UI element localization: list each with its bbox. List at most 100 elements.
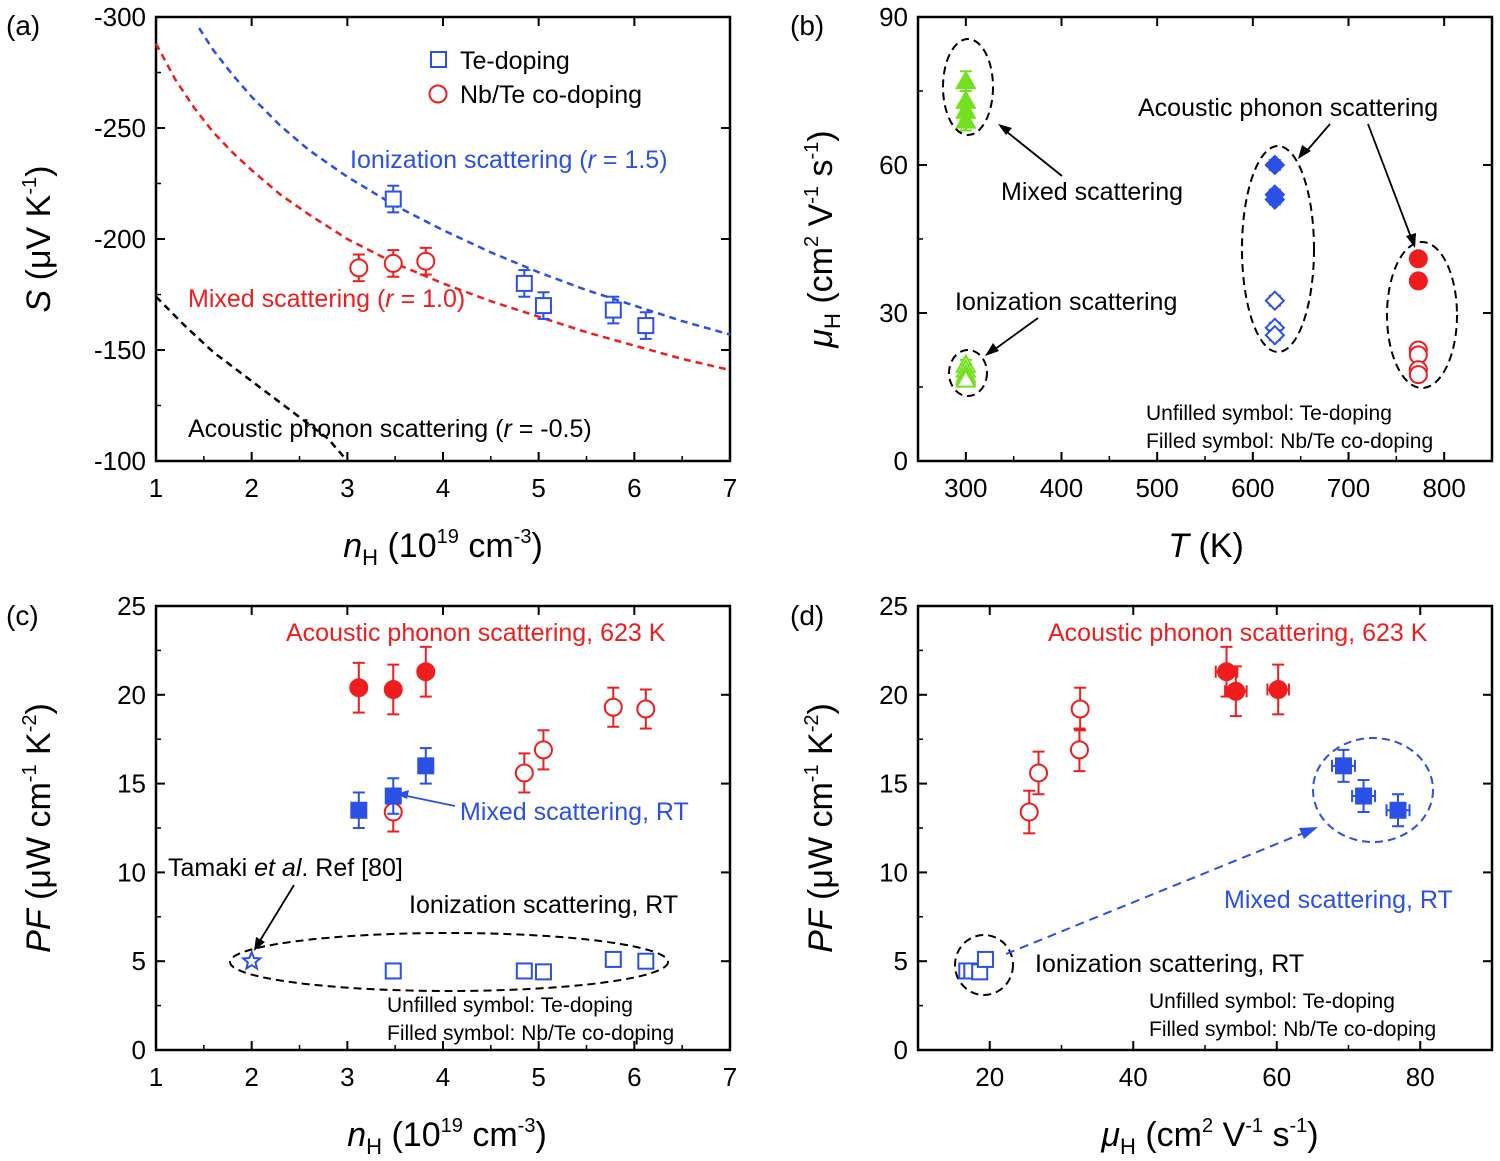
annotation-mixed: Mixed scattering, RT <box>460 798 689 826</box>
y-tick-label: 10 <box>879 857 908 887</box>
data-point-circle <box>1408 365 1428 385</box>
arrowhead-ionization <box>985 343 999 356</box>
x-tick-label: 20 <box>975 1062 1004 1092</box>
data-point-square <box>384 190 402 208</box>
y-tick-label: 0 <box>894 1035 908 1065</box>
y-tick-label: -150 <box>94 335 146 365</box>
y-tick-label: -250 <box>94 113 146 143</box>
arrowhead-tamaki <box>254 937 265 951</box>
x-tick-label: 800 <box>1422 473 1465 503</box>
panel-d: (d) 20 40 60 80 0 5 10 15 20 25 Acoustic phonon s… <box>790 591 1494 1159</box>
ellipse-ionization <box>948 349 988 397</box>
y-tick-label: 60 <box>879 150 908 180</box>
y-tick-label: 0 <box>132 1035 146 1065</box>
y-axis-label: S (μV K-1) <box>19 166 58 313</box>
ellipse-acoustic-773 <box>1386 241 1458 389</box>
plot-frame <box>154 15 732 463</box>
data-point-square <box>350 801 368 819</box>
data-point-square <box>417 757 435 775</box>
data-point-square <box>1334 757 1352 775</box>
x-tick-label: 6 <box>627 473 641 503</box>
annotation-ionization: Ionization scattering, RT <box>1035 950 1304 978</box>
x-tick-label: 1 <box>149 473 163 503</box>
y-tick-label: -200 <box>94 224 146 254</box>
annotation-acoustic: Acoustic phonon scattering, 623 K <box>1048 619 1428 647</box>
data-point-circle <box>1069 740 1089 760</box>
arrowhead-acoustic-623 <box>1298 145 1311 159</box>
x-tick-label: 1 <box>149 1062 163 1092</box>
data-point-square <box>637 317 655 335</box>
note-filled: Filled symbol: Nb/Te co-doping <box>1146 430 1433 453</box>
fit-curve <box>155 295 349 462</box>
panel-b: (b) 300 400 500 600 700 800 0 30 60 90 Mixed scat… <box>790 2 1494 565</box>
annotation-tamaki: Tamaki et al. Ref [80] <box>168 854 403 882</box>
data-point-circle <box>1408 271 1428 291</box>
annotation-mixed: Mixed scattering <box>1001 178 1183 206</box>
data-point-circle <box>383 253 403 273</box>
y-axis-label: PF (μW cm-1 K-2) <box>801 703 840 953</box>
x-tick-label: 700 <box>1327 473 1370 503</box>
plot-frame <box>916 15 1494 463</box>
y-tick-label: 25 <box>117 591 146 621</box>
annotation-acoustic: Acoustic phonon scattering <box>1138 94 1438 122</box>
data-point-circle <box>603 697 623 717</box>
y-tick-label: -100 <box>94 446 146 476</box>
data-point-diamond <box>1264 290 1286 312</box>
y-tick-label: 25 <box>879 591 908 621</box>
x-tick-label: 7 <box>723 473 737 503</box>
x-tick-label: 6 <box>627 1062 641 1092</box>
y-tick-label: 15 <box>879 769 908 799</box>
data-point-square <box>976 950 994 968</box>
y-tick-label: 20 <box>879 680 908 710</box>
legend-marker-square <box>430 51 447 68</box>
arrow-tamaki <box>257 884 295 945</box>
annotation-ionization: Ionization scattering <box>955 288 1177 316</box>
x-tick-label: 60 <box>1262 1062 1291 1092</box>
x-axis-label: μH (cm2 V-1 s-1) <box>1100 1115 1318 1159</box>
panel-label: (b) <box>790 10 824 41</box>
data-point-triangle <box>955 70 977 90</box>
x-tick-label: 4 <box>436 1062 450 1092</box>
x-axis-label: nH (1019 cm-3) <box>343 526 543 570</box>
y-tick-label: 90 <box>879 2 908 32</box>
x-tick-label: 5 <box>531 1062 545 1092</box>
x-tick-label: 7 <box>723 1062 737 1092</box>
x-tick-label: 2 <box>244 473 258 503</box>
data-point-circle <box>1268 679 1288 699</box>
note-filled: Filled symbol: Nb/Te co-doping <box>1149 1018 1436 1041</box>
y-axis-label: PF (μW cm-1 K-2) <box>19 703 58 953</box>
data-point-circle <box>416 251 436 271</box>
x-tick-label: 3 <box>340 1062 354 1092</box>
panel-c: (c) 1 2 3 4 5 6 7 0 5 10 15 20 25 Acoustic phonon sc… <box>6 591 737 1159</box>
plot-frame <box>154 604 732 1052</box>
ellipse-ionization <box>954 934 1014 996</box>
data-point-square <box>384 787 402 805</box>
data-point-circle <box>636 699 656 719</box>
x-tick-label: 5 <box>531 473 545 503</box>
data-point-diamond <box>1264 324 1286 346</box>
arrowhead-mixed <box>998 124 1012 135</box>
legend-entry-nbte: Nb/Te co-doping <box>460 81 642 109</box>
data-point-circle <box>1226 681 1246 701</box>
note-filled: Filled symbol: Nb/Te co-doping <box>387 1022 674 1045</box>
x-tick-label: 500 <box>1135 473 1178 503</box>
arrow-mixed <box>1001 127 1063 177</box>
data-point-triangle <box>955 109 977 129</box>
annotation-ionization: Ionization scattering (r = 1.5) <box>350 146 668 174</box>
note-unfilled: Unfilled symbol: Te-doping <box>1146 402 1392 425</box>
plot-frame <box>916 604 1494 1052</box>
arrowhead-acoustic-773 <box>1406 233 1416 248</box>
data-point-square <box>515 962 533 980</box>
legend: Te-doping Nb/Te co-doping <box>428 47 642 109</box>
data-point-circle <box>1408 249 1428 269</box>
x-tick-label: 4 <box>436 473 450 503</box>
x-tick-label: 3 <box>340 473 354 503</box>
y-tick-label: 15 <box>117 769 146 799</box>
data-point-circle <box>514 763 534 783</box>
panel-a: (a) 1 2 3 4 5 6 7 -100 -150 -200 -250 -300 Te-dopin… <box>6 2 737 570</box>
data-point-circle <box>1070 699 1090 719</box>
x-tick-label: 600 <box>1231 473 1274 503</box>
y-tick-label: 30 <box>879 298 908 328</box>
fit-curve <box>154 43 731 372</box>
